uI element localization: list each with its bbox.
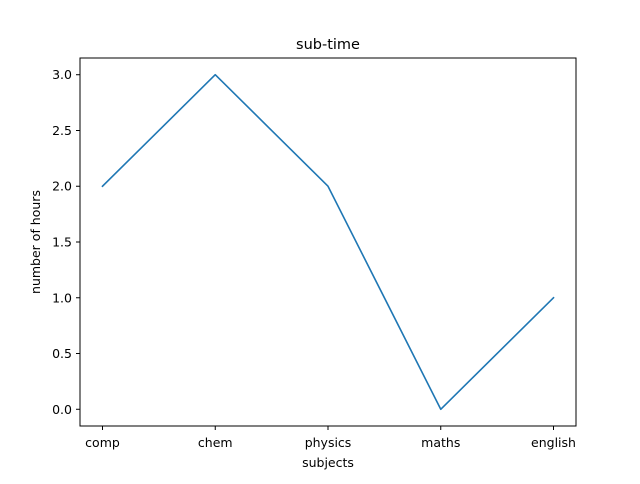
- chart-title: sub-time: [296, 37, 360, 53]
- x-tick-label: maths: [421, 435, 460, 450]
- y-tick-label: 0.0: [52, 402, 72, 417]
- x-tick-label: english: [531, 435, 576, 450]
- series-line: [103, 75, 554, 410]
- series-layer: [102, 75, 553, 410]
- y-tick-label: 0.5: [52, 346, 72, 361]
- plot-frame: [80, 58, 576, 426]
- y-tick-label: 3.0: [52, 67, 72, 82]
- x-axis-label: subjects: [302, 455, 354, 470]
- x-tick-label: chem: [198, 435, 233, 450]
- ticks-layer: comp chem physics maths english 0.0 0.5 1.0 1.5 2…: [52, 67, 576, 450]
- y-tick-label: 1.0: [52, 290, 72, 305]
- x-tick-label: comp: [85, 435, 120, 450]
- x-tick-label: physics: [305, 435, 352, 450]
- y-tick-label: 1.5: [52, 235, 72, 250]
- y-axis-label: number of hours: [28, 190, 43, 294]
- y-tick-label: 2.5: [52, 123, 72, 138]
- y-tick-label: 2.0: [52, 179, 72, 194]
